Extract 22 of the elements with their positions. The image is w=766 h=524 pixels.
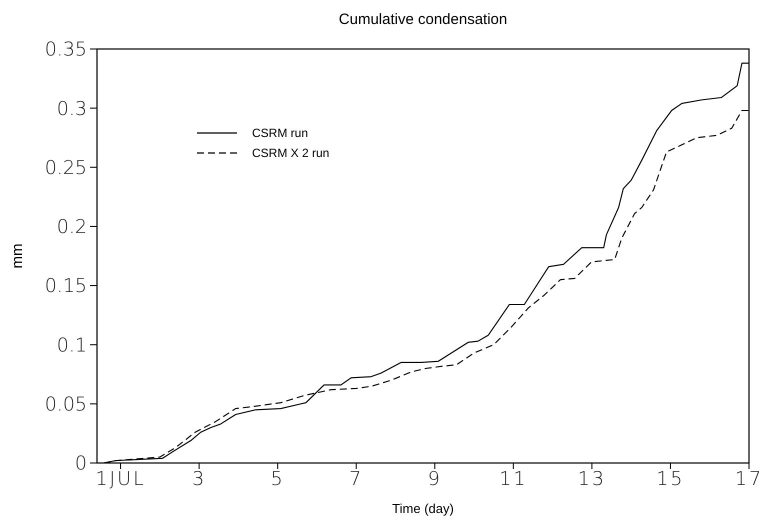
y-axis-title: mm xyxy=(9,244,26,268)
x-tick-label: 15 xyxy=(656,468,685,490)
x-tick-label: 17 xyxy=(734,468,764,490)
y-tick-label: 0.3 xyxy=(56,98,87,120)
y-tick-label: 0.1 xyxy=(56,334,87,356)
x-tick-label: 11 xyxy=(499,468,528,490)
y-tick-label: 0.35 xyxy=(44,38,87,61)
y-tick-label: 0.2 xyxy=(56,216,87,238)
y-tick-label: 0.05 xyxy=(44,394,87,416)
legend-label: CSRM X 2 run xyxy=(252,146,330,160)
y-tick-label: 0.15 xyxy=(44,275,87,298)
y-tick-label: 0 xyxy=(74,452,87,475)
x-tick-label: 5 xyxy=(270,468,285,490)
x-axis-title: Time (day) xyxy=(392,501,454,516)
chart-title: Cumulative condensation xyxy=(338,11,508,28)
x-tick-label: 3 xyxy=(192,468,206,490)
x-tick-label: 7 xyxy=(349,468,364,490)
y-tick-label: 0.25 xyxy=(44,156,87,179)
x-tick-label: 9 xyxy=(428,468,442,490)
x-tick-label: 1JUL xyxy=(95,468,146,490)
legend-label: CSRM run xyxy=(252,126,308,140)
x-tick-label: 13 xyxy=(578,468,606,490)
